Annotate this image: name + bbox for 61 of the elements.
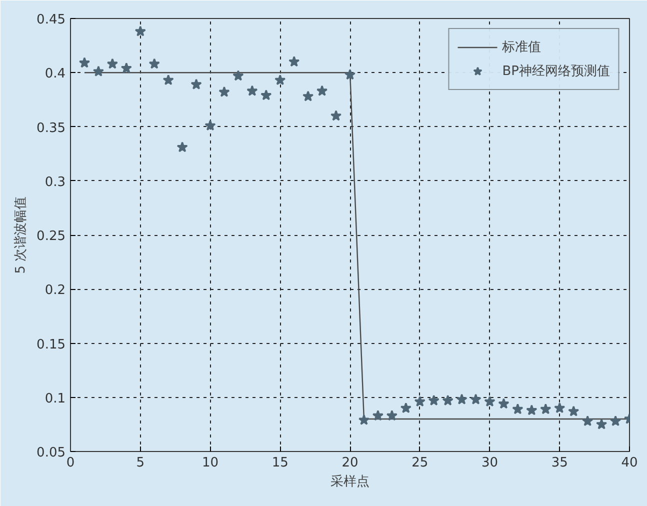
point [190, 78, 202, 90]
point [610, 415, 622, 426]
point [330, 110, 342, 121]
point [344, 68, 356, 80]
point [78, 57, 90, 68]
point [176, 142, 188, 152]
point [372, 410, 384, 421]
y-tick-label: 0.35 [36, 120, 66, 136]
point [386, 410, 398, 421]
x-tick-label: 35 [551, 456, 568, 470]
point [106, 58, 118, 69]
point [218, 86, 230, 97]
y-tick-label: 0.45 [36, 12, 66, 28]
point [526, 404, 538, 416]
point [568, 406, 580, 416]
point [554, 402, 566, 414]
point [470, 394, 482, 404]
x-tick-label: 5 [136, 456, 145, 470]
point [260, 90, 272, 100]
y-tick-label: 0.3 [44, 174, 66, 190]
point [498, 398, 510, 409]
point [134, 26, 146, 36]
x-tick-label: 20 [342, 456, 358, 470]
x-tick-label: 25 [412, 456, 428, 470]
point [400, 402, 412, 414]
point [232, 70, 244, 81]
x-tick-label: 0 [66, 456, 75, 470]
point [596, 418, 608, 430]
legend-label: 标准值 [502, 39, 542, 56]
point [274, 74, 286, 86]
legend-label: BP神经网络预测值 [502, 63, 610, 80]
y-tick-label: 0.05 [36, 446, 66, 460]
point [456, 394, 468, 404]
y-tick-label: 0.1 [44, 391, 66, 406]
x-tick-label: 30 [481, 456, 498, 470]
x-tick-label: 10 [202, 456, 219, 470]
y-tick-label: 0.4 [44, 66, 66, 82]
y-axis-title: 5 次谐波幅值 [14, 196, 29, 274]
y-tick-label: 0.15 [36, 337, 66, 352]
point [582, 415, 594, 426]
x-tick-label: 15 [272, 456, 288, 470]
point [316, 85, 328, 96]
point [92, 66, 104, 76]
point [204, 120, 216, 131]
point [302, 90, 314, 102]
point [288, 56, 300, 67]
point [428, 394, 440, 406]
x-axis-title: 采样点 [330, 474, 370, 490]
y-tick-label: 0.2 [44, 283, 66, 298]
point [484, 396, 496, 407]
point [120, 62, 132, 74]
point [512, 403, 524, 414]
point [540, 403, 552, 414]
point [442, 394, 454, 406]
point [414, 396, 426, 407]
point [358, 414, 370, 425]
point [162, 74, 174, 86]
x-tick-label: 40 [621, 456, 638, 470]
point [246, 85, 258, 96]
point [148, 58, 160, 69]
y-tick-label: 0.25 [36, 229, 66, 244]
